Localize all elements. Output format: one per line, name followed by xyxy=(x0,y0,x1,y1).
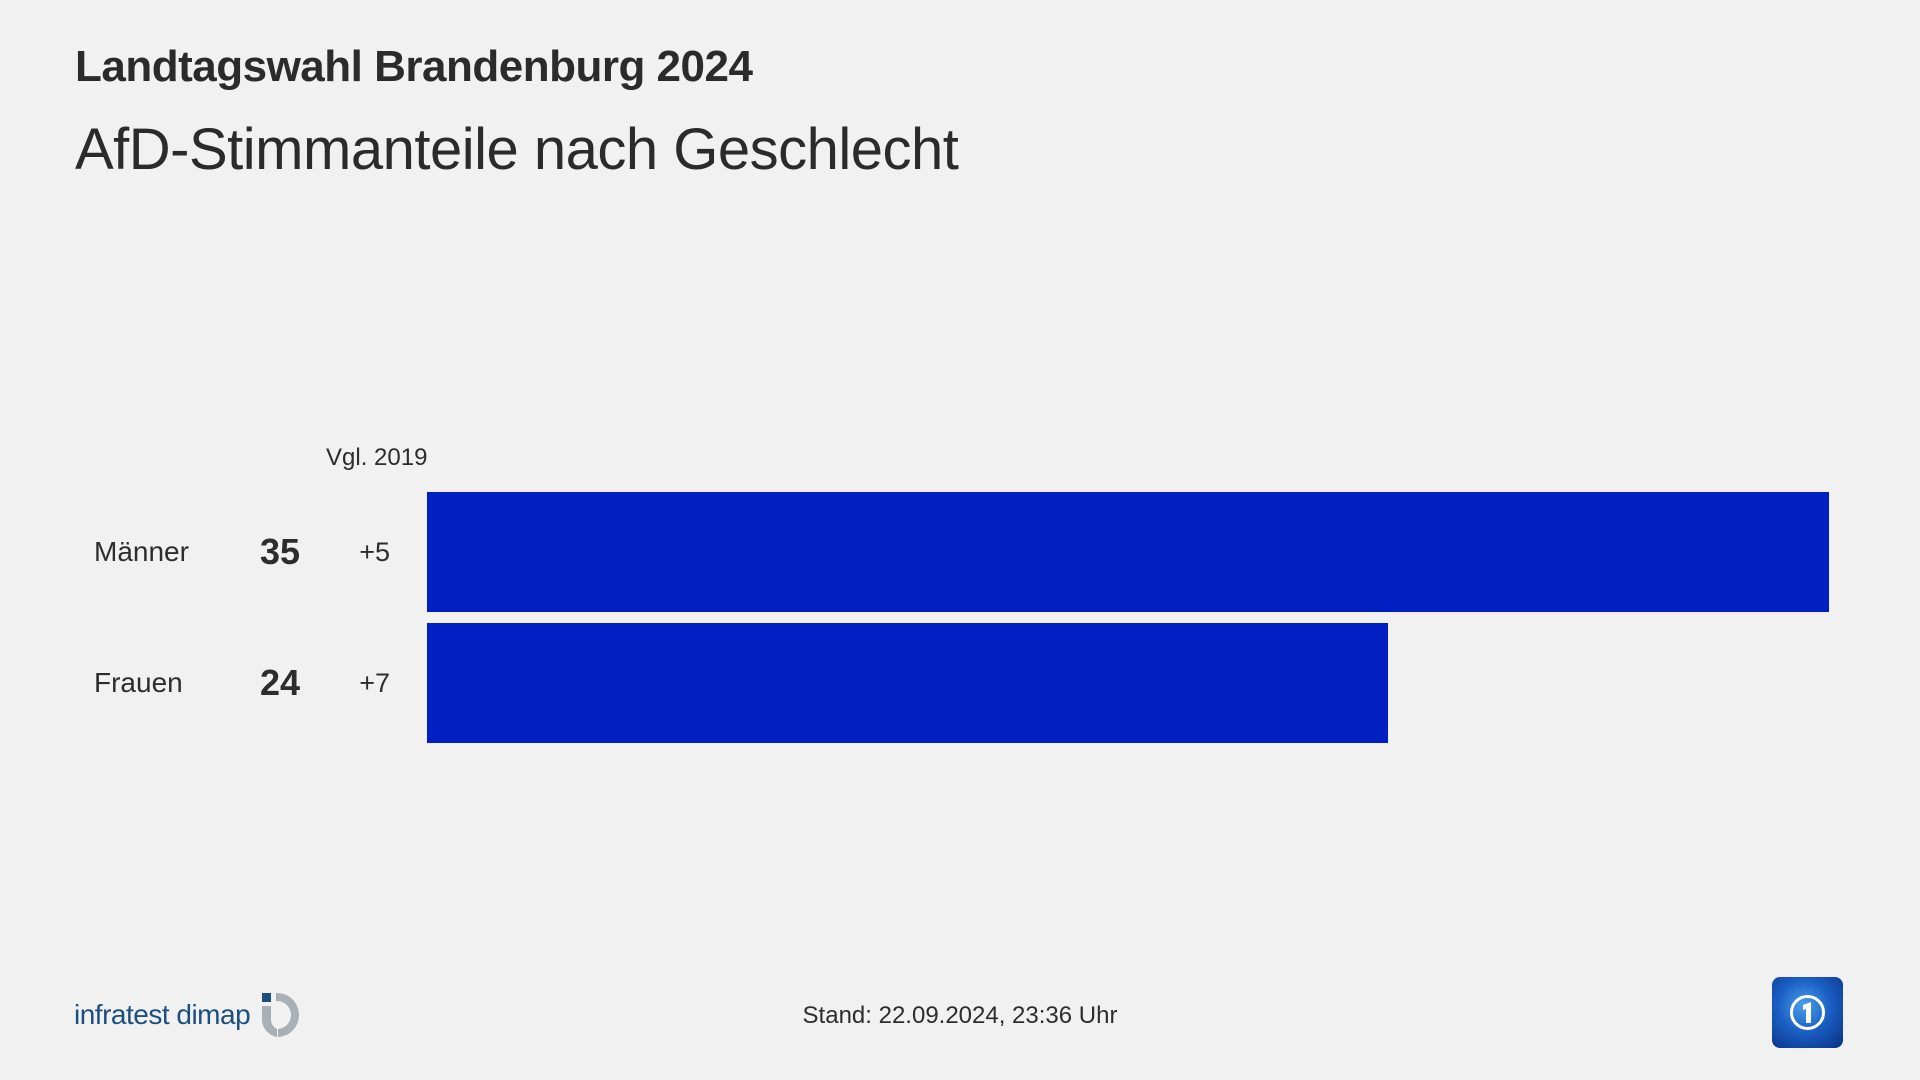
bar xyxy=(427,492,1829,612)
row-delta: +7 xyxy=(359,668,390,698)
comparison-column-header: Vgl. 2019 xyxy=(326,444,428,471)
infratest-dimap-wordmark: infratest dimap xyxy=(74,999,251,1030)
bar xyxy=(427,623,1389,743)
infratest-dimap-logo: infratest dimap xyxy=(74,992,306,1038)
chart-subtitle: AfD-Stimmanteile nach Geschlecht xyxy=(75,117,959,182)
infratest-dimap-icon xyxy=(262,992,300,1037)
tagesschau-logo-icon xyxy=(1772,977,1843,1048)
row-value: 35 xyxy=(259,531,300,572)
row-label: Männer xyxy=(94,536,189,567)
timestamp-stand: Stand: 22.09.2024, 23:36 Uhr xyxy=(802,1002,1118,1029)
row-delta: +5 xyxy=(359,537,390,567)
row-value: 24 xyxy=(259,662,300,703)
bar-row-frauen: Frauen 24 +7 xyxy=(0,623,1920,743)
chart-title: Landtagswahl Brandenburg 2024 xyxy=(75,42,753,91)
bar-row-maenner: Männer 35 +5 xyxy=(0,492,1920,612)
row-label: Frauen xyxy=(94,667,183,698)
